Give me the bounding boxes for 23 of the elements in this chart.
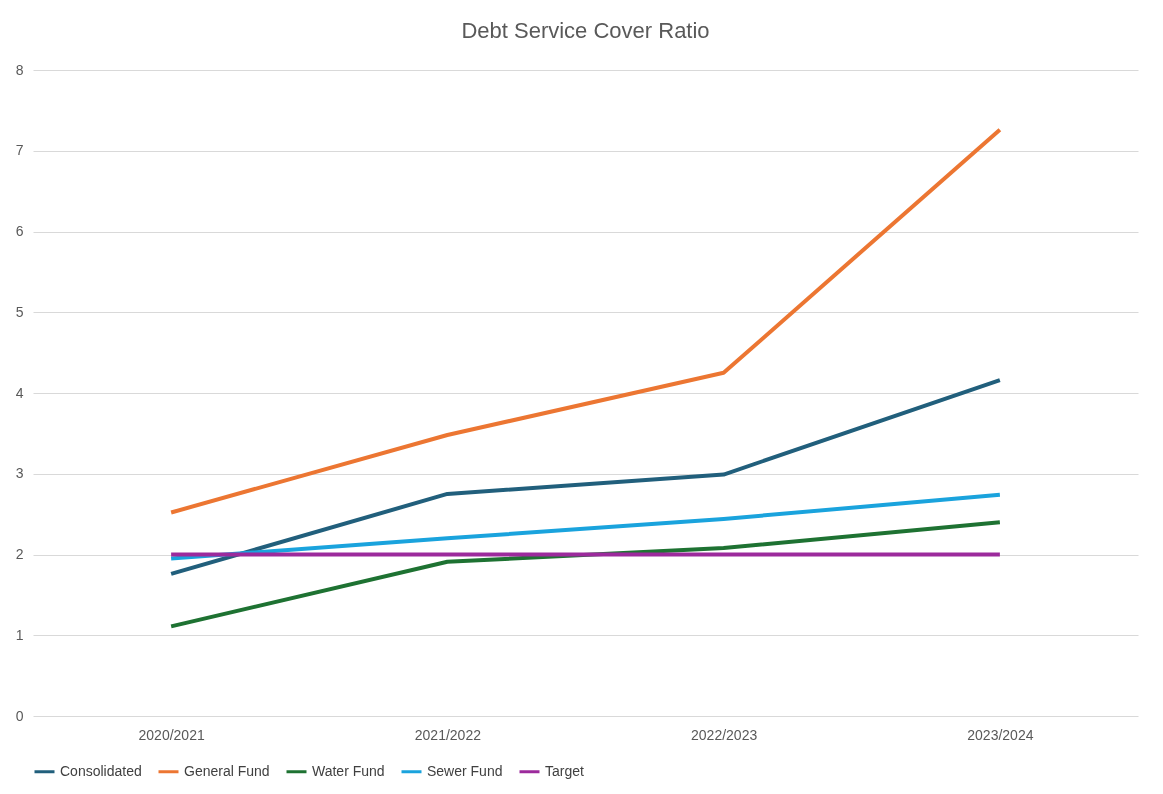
line-series — [169, 492, 1002, 561]
y-tick-label: 0 — [15, 707, 24, 724]
legend-label: Consolidated — [60, 762, 142, 779]
y-tick-label: 5 — [15, 303, 24, 320]
y-tick-label: 1 — [15, 626, 24, 643]
legend-label: Sewer Fund — [427, 762, 503, 779]
x-tick-label: 2023/2024 — [967, 726, 1034, 743]
x-tick-label: 2021/2022 — [414, 726, 482, 743]
line-series — [169, 127, 1002, 515]
x-tick-label: 2020/2021 — [138, 726, 205, 743]
chart-title: Debt Service Cover Ratio — [461, 18, 710, 43]
y-tick-label: 8 — [15, 61, 24, 78]
y-tick-label: 7 — [15, 142, 24, 159]
legend-label: Target — [545, 762, 585, 779]
line-series — [169, 520, 1002, 629]
y-tick-label: 2 — [15, 546, 24, 562]
y-tick-label: 3 — [15, 465, 24, 482]
y-tick-label: 4 — [15, 384, 24, 401]
line-series — [169, 378, 1002, 576]
y-tick-label: 6 — [15, 223, 24, 239]
legend-label: Water Fund — [312, 762, 385, 779]
x-tick-label: 2022/2023 — [691, 726, 758, 743]
legend-label: General Fund — [184, 762, 270, 779]
